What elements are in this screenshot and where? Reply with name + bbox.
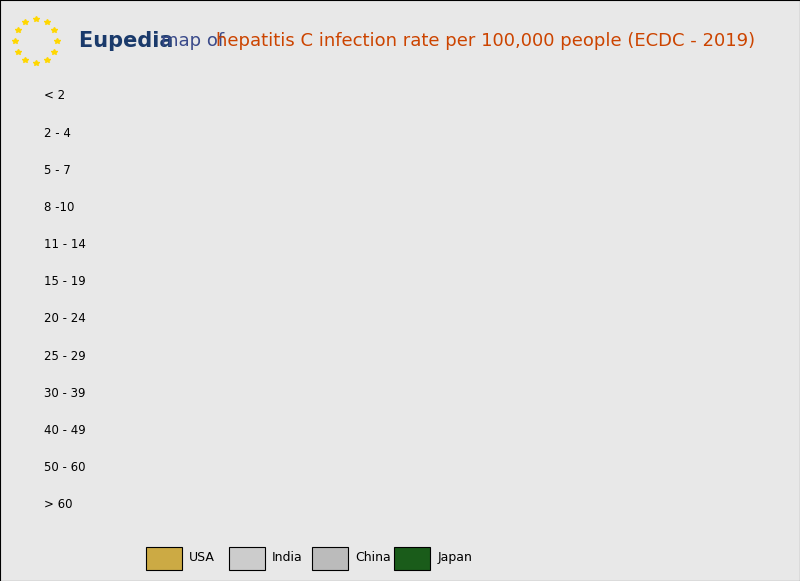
Text: Eupedia: Eupedia <box>78 31 180 51</box>
Text: 25 - 29: 25 - 29 <box>44 350 86 363</box>
FancyBboxPatch shape <box>146 547 182 570</box>
Text: 11 - 14: 11 - 14 <box>44 238 86 251</box>
Text: 30 - 39: 30 - 39 <box>44 387 86 400</box>
Text: Japan: Japan <box>438 551 473 564</box>
Text: 15 - 19: 15 - 19 <box>44 275 86 288</box>
FancyBboxPatch shape <box>229 547 265 570</box>
Text: 8 -10: 8 -10 <box>44 201 74 214</box>
Text: India: India <box>272 551 302 564</box>
Text: 50 - 60: 50 - 60 <box>44 461 86 474</box>
Text: 2 - 4: 2 - 4 <box>44 127 71 139</box>
FancyBboxPatch shape <box>312 547 348 570</box>
Text: 20 - 24: 20 - 24 <box>44 313 86 325</box>
Text: > 60: > 60 <box>44 498 73 511</box>
Text: hepatitis C infection rate per 100,000 people (ECDC - 2019): hepatitis C infection rate per 100,000 p… <box>216 32 755 49</box>
Text: USA: USA <box>189 551 215 564</box>
Text: 5 - 7: 5 - 7 <box>44 164 70 177</box>
Text: China: China <box>355 551 390 564</box>
Text: < 2: < 2 <box>44 89 65 102</box>
Text: 40 - 49: 40 - 49 <box>44 424 86 437</box>
Text: map of: map of <box>161 32 230 49</box>
FancyBboxPatch shape <box>394 547 430 570</box>
